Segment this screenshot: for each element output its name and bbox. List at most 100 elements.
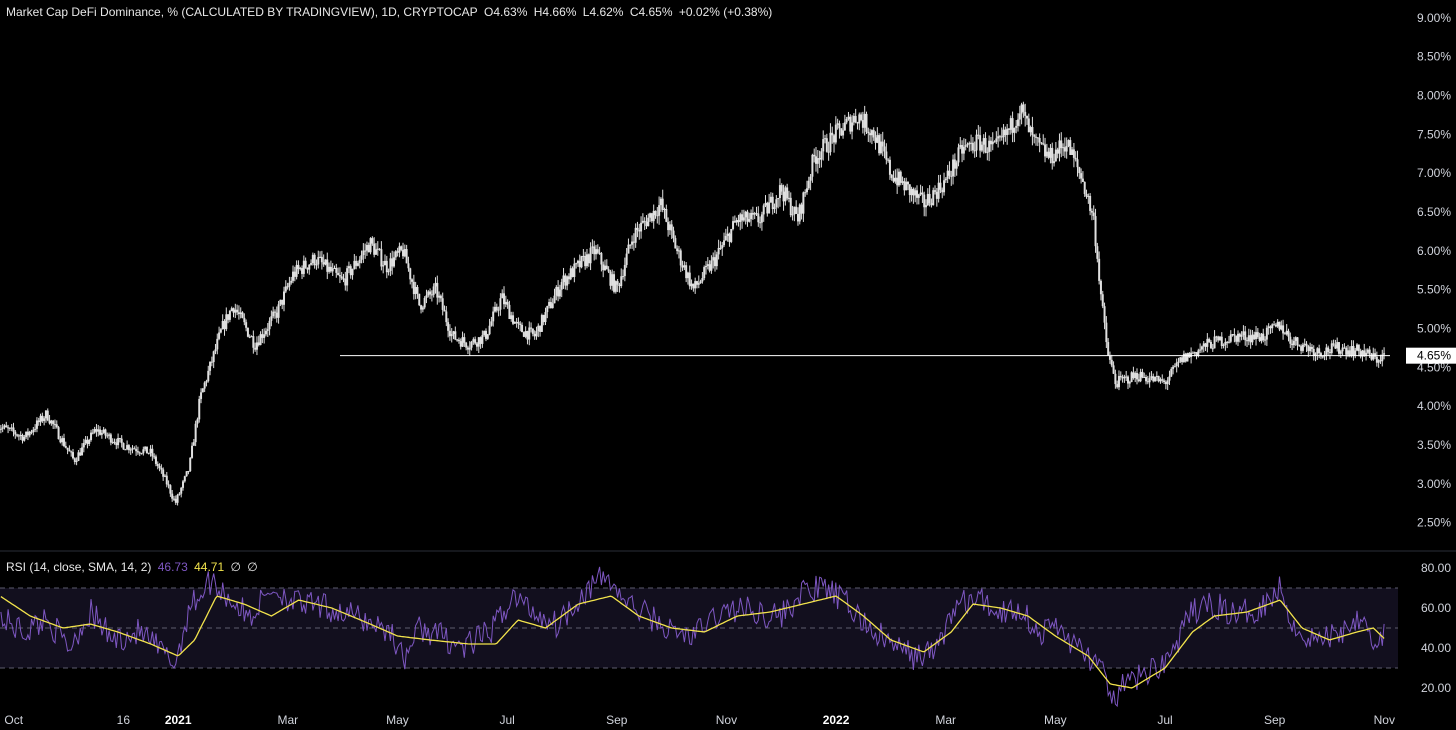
candle-body — [1271, 324, 1274, 329]
price-tick-label: 7.50% — [1417, 127, 1451, 141]
candle-body — [1085, 193, 1088, 197]
candle-body — [1130, 372, 1133, 383]
candle-body — [1121, 377, 1124, 379]
candle-body — [1060, 140, 1063, 149]
candle-body — [1289, 336, 1292, 344]
candle-body — [858, 114, 861, 124]
price-tick-label: 3.50% — [1417, 438, 1451, 452]
candle-body — [513, 321, 516, 324]
candle-body — [270, 316, 273, 321]
candle-body — [412, 281, 415, 295]
candle-body — [766, 202, 769, 214]
candle-body — [252, 336, 255, 348]
rsi-legend[interactable]: RSI (14, close, SMA, 14, 2) 46.73 44.71 … — [6, 560, 261, 574]
candle-body — [912, 188, 915, 196]
candle-body — [268, 320, 271, 330]
candle-body — [609, 271, 612, 286]
candle-body — [1067, 140, 1070, 147]
candle-body — [524, 331, 527, 337]
candle-body — [1, 427, 4, 429]
candle-body — [605, 265, 608, 270]
candle-body — [742, 217, 745, 221]
candle-body — [1170, 368, 1173, 377]
candle-body — [1044, 144, 1047, 157]
candle-body — [1262, 333, 1265, 341]
candle-body — [331, 268, 334, 272]
time-axis[interactable]: Oct 16 2021 Mar May Jul Sep Nov 2022 Mar May Jul Sep… — [4, 713, 1395, 727]
candle-body — [719, 247, 722, 249]
candle-body — [892, 177, 895, 182]
candle-body — [1343, 347, 1346, 349]
candle-body — [1370, 354, 1373, 360]
time-tick-label: Mar — [277, 713, 298, 727]
candle-body — [297, 264, 300, 269]
candle-body — [784, 187, 787, 202]
candle-body — [171, 493, 174, 499]
candle-body — [118, 438, 121, 440]
rsi-line[interactable] — [0, 566, 1385, 708]
candle-body — [351, 268, 354, 276]
candle-body — [919, 192, 922, 195]
candle-body — [833, 135, 836, 143]
candle-body — [263, 334, 266, 338]
candle-body — [8, 427, 11, 429]
candle-body — [1235, 335, 1238, 342]
candle-body — [1096, 246, 1099, 259]
candle-body — [335, 267, 338, 273]
rsi-sma-line[interactable] — [0, 595, 1385, 689]
candle-body — [1154, 376, 1157, 382]
candle-body — [867, 131, 870, 134]
candle-body — [636, 227, 639, 230]
candle-body — [1141, 371, 1144, 378]
candle-body — [870, 130, 873, 136]
rsi-pane[interactable] — [0, 566, 1398, 708]
candle-body — [1365, 352, 1368, 356]
rsi-axis[interactable]: 80.00 60.00 40.00 20.00 — [1421, 561, 1451, 695]
candle-body — [1078, 167, 1081, 174]
candle-body — [421, 307, 424, 310]
candle-body — [1007, 128, 1010, 130]
candle-body — [425, 295, 428, 298]
main-series-legend[interactable]: Market Cap DeFi Dominance, % (CALCULATED… — [6, 5, 775, 19]
candle-body — [221, 320, 224, 330]
candle-body — [189, 457, 192, 472]
candle-body — [591, 246, 594, 248]
candle-body — [448, 330, 451, 337]
candle-body — [787, 197, 790, 199]
candle-body — [1318, 348, 1321, 354]
candle-body — [760, 214, 763, 223]
candle-body — [1002, 129, 1005, 138]
candle-body — [396, 251, 399, 253]
candle-body — [1238, 333, 1241, 337]
candle-body — [447, 322, 450, 331]
candle-body — [1090, 210, 1093, 213]
candle-body — [701, 278, 704, 282]
candle-body — [899, 171, 902, 183]
candle-body — [786, 187, 789, 199]
candle-body — [59, 439, 62, 443]
candle-body — [1233, 334, 1236, 336]
candle-body — [771, 196, 774, 210]
candle-body — [1108, 355, 1111, 360]
candle-body — [793, 206, 796, 215]
time-tick-label: May — [386, 713, 409, 727]
price-pane[interactable] — [0, 101, 1390, 506]
candle-body — [398, 246, 401, 253]
candle-body — [1217, 336, 1220, 341]
candle-body — [223, 320, 226, 330]
candle-body — [645, 221, 648, 227]
candle-body — [804, 192, 807, 194]
price-axis[interactable]: 9.00% 8.50% 8.00% 7.50% 7.00% 6.50% 6.00% 5.50%… — [1406, 11, 1456, 530]
candle-body — [773, 207, 776, 210]
candle-body — [477, 337, 480, 347]
candle-body — [1246, 340, 1249, 342]
candle-body — [182, 481, 185, 488]
candle-body — [1020, 104, 1023, 114]
price-tick-label: 5.00% — [1417, 321, 1451, 335]
candle-body — [50, 420, 53, 424]
candle-body — [1146, 381, 1149, 383]
candle-body — [95, 429, 98, 432]
candle-body — [915, 190, 918, 198]
candle-body — [540, 315, 543, 332]
